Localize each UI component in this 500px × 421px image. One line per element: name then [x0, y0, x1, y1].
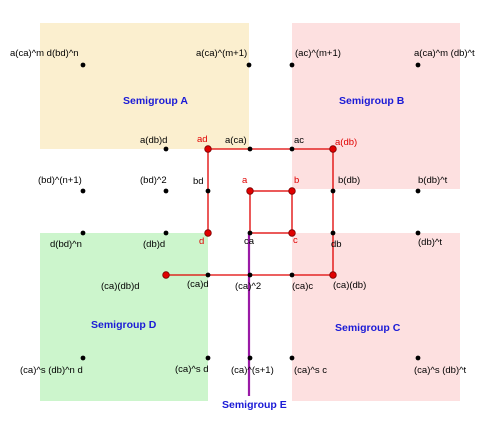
semigroup-a-title: Semigroup A	[123, 95, 188, 107]
label-dbt: (db)^t	[418, 237, 442, 248]
label-bd: bd	[193, 176, 204, 187]
label-adbd: a(db)d	[140, 135, 167, 146]
label-a-ca: a(ca)	[225, 135, 247, 146]
label-b-db: b(db)	[338, 175, 360, 186]
dot	[163, 188, 169, 194]
dot	[80, 355, 86, 361]
label-a-m1: a(ca)^(m+1)	[196, 48, 247, 59]
label-db: db	[331, 239, 342, 250]
dot	[289, 62, 295, 68]
label-c: c	[293, 235, 298, 246]
dot	[289, 272, 295, 278]
semigroup-b-region	[292, 23, 460, 189]
red-dot-ca-db-d	[162, 271, 170, 279]
label-ca: ca	[244, 236, 255, 247]
dot	[80, 230, 86, 236]
label-db-paren: (db)d	[143, 239, 165, 250]
semigroup-c-title: Semigroup C	[335, 322, 401, 334]
label-d-corner: (ca)^s (db)^n d	[20, 365, 83, 376]
label-b-dbt: b(db)^t	[418, 175, 448, 186]
label-ac-m1: (ac)^(m+1)	[295, 48, 341, 59]
dot	[205, 355, 211, 361]
dot	[247, 230, 253, 236]
label-ca-s-c: (ca)^s c	[294, 365, 327, 376]
dot	[415, 230, 421, 236]
label-ca-db-d: (ca)(db)d	[101, 281, 140, 292]
label-a: a	[242, 175, 248, 186]
label-ca-s-d: (ca)^s d	[175, 364, 209, 375]
semigroup-e-title: Semigroup E	[222, 399, 287, 411]
dot	[415, 62, 421, 68]
dot	[80, 188, 86, 194]
dot	[246, 62, 252, 68]
red-dot-d	[204, 229, 212, 237]
label-bd-n1: (bd)^(n+1)	[38, 175, 82, 186]
dot	[415, 355, 421, 361]
label-c-corner: (ca)^s (db)^t	[414, 365, 467, 376]
label-ca-s1: (ca)^(s+1)	[231, 365, 274, 376]
dot	[289, 355, 295, 361]
semigroup-b-title: Semigroup B	[339, 95, 405, 107]
label-bd-2: (bd)^2	[140, 175, 167, 186]
dot	[80, 62, 86, 68]
red-dot-ad	[204, 145, 212, 153]
dot	[205, 188, 211, 194]
label-ca-c: (ca)c	[292, 281, 313, 292]
semigroup-c-region	[292, 233, 460, 401]
label-b: b	[294, 175, 299, 186]
dot	[247, 355, 253, 361]
inner-red-square	[249, 190, 293, 234]
label-d-bdn: d(bd)^n	[50, 239, 82, 250]
red-dots	[162, 145, 337, 279]
semigroup-a-region	[40, 23, 249, 149]
label-ca-d: (ca)d	[187, 279, 209, 290]
dot	[289, 146, 295, 152]
semigroup-d-region	[40, 233, 208, 401]
red-dot-b	[288, 187, 296, 195]
dot	[247, 272, 253, 278]
dot	[247, 146, 253, 152]
label-a-corner: a(ca)^m d(bd)^n	[10, 48, 79, 59]
dot	[163, 230, 169, 236]
label-ac: ac	[294, 135, 304, 146]
red-dot-a	[246, 187, 254, 195]
dot	[330, 188, 336, 194]
semigroup-d-title: Semigroup D	[91, 319, 157, 331]
red-dot-c	[288, 229, 296, 237]
dot	[330, 230, 336, 236]
black-dots	[80, 62, 421, 361]
dot	[205, 272, 211, 278]
dot	[163, 146, 169, 152]
label-ca-2: (ca)^2	[235, 281, 261, 292]
label-ca-db: (ca)(db)	[333, 280, 366, 291]
label-b-corner: a(ca)^m (db)^t	[414, 48, 475, 59]
red-dot-a-db	[329, 145, 337, 153]
red-dot-ca-db	[329, 271, 337, 279]
label-d: d	[199, 236, 204, 247]
label-a-db: a(db)	[335, 137, 357, 148]
label-ad: ad	[197, 134, 208, 145]
dot	[415, 188, 421, 194]
